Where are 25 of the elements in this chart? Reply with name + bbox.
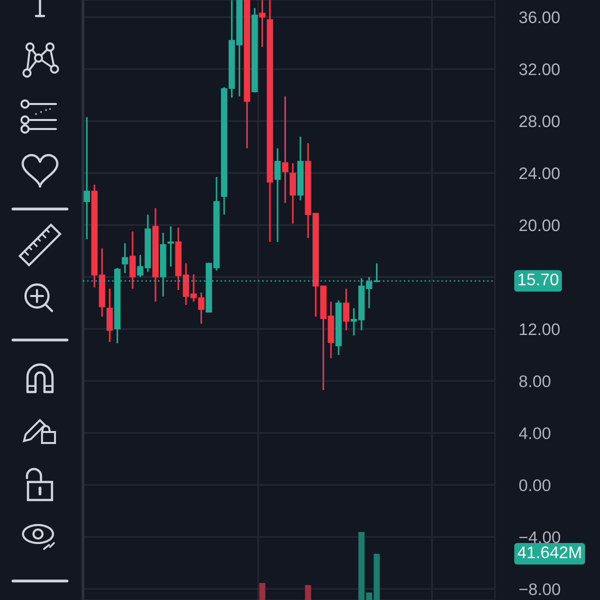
bar [305, 585, 312, 600]
bar [259, 583, 266, 600]
ref-line-label: 15.70 [518, 274, 558, 286]
y-tick-label: 36.00 [519, 11, 560, 24]
y-tick-label: 20.00 [519, 219, 560, 232]
y-tick-label: 4.00 [518, 427, 550, 440]
y-tick-label: 24.00 [519, 167, 560, 180]
candlestick [106, 288, 113, 343]
candlestick [122, 242, 128, 274]
y-tick-label: −8.00 [519, 583, 560, 596]
candlestick [168, 226, 174, 268]
candlestick [282, 96, 288, 204]
candlestick [290, 162, 296, 224]
y-tick-label: 12.00 [520, 323, 560, 336]
candlestick [259, 0, 266, 48]
y-tick-label: 28.00 [519, 115, 560, 128]
y-tick-label: −4.00 [519, 531, 560, 544]
candlestick [84, 116, 90, 240]
text: 41.642M [518, 546, 581, 558]
candlestick [129, 230, 136, 290]
candlestick [343, 288, 350, 332]
y-tick-label: 0.00 [519, 479, 550, 492]
candlestick [274, 148, 281, 243]
y-tick-label: 8.00 [519, 375, 550, 388]
y-tick-label: 32.00 [519, 63, 560, 76]
